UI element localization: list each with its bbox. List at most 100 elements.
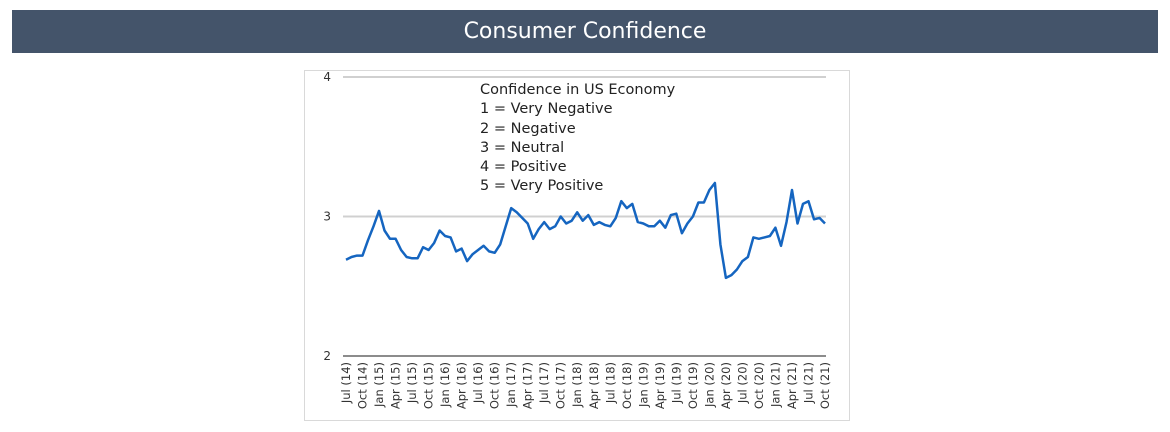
x-tick-label: Jul (20) bbox=[735, 362, 749, 404]
x-tick-label: Apr (16) bbox=[455, 362, 469, 409]
data-point bbox=[395, 238, 397, 240]
data-point bbox=[807, 200, 809, 202]
x-tick-label: Jul (19) bbox=[669, 362, 683, 404]
x-tick-label: Apr (15) bbox=[389, 362, 403, 409]
data-point bbox=[560, 216, 562, 218]
annotation-line: 5 = Very Positive bbox=[480, 178, 604, 195]
data-point bbox=[725, 277, 727, 279]
data-point bbox=[653, 225, 655, 227]
data-point bbox=[813, 218, 815, 220]
data-point bbox=[582, 220, 584, 222]
data-point bbox=[659, 220, 661, 222]
x-tick-label: Jul (16) bbox=[471, 362, 485, 404]
data-point bbox=[406, 256, 408, 258]
data-point bbox=[626, 207, 628, 209]
data-point bbox=[527, 222, 529, 224]
x-tick-label: Apr (17) bbox=[521, 362, 535, 409]
data-point bbox=[703, 202, 705, 204]
data-point bbox=[796, 222, 798, 224]
data-point bbox=[587, 214, 589, 216]
data-point bbox=[708, 189, 710, 191]
data-point bbox=[362, 255, 364, 257]
x-tick-label: Oct (14) bbox=[356, 362, 370, 409]
data-point bbox=[637, 221, 639, 223]
x-tick-label: Jan (19) bbox=[636, 362, 650, 408]
data-point bbox=[384, 229, 386, 231]
data-point bbox=[455, 250, 457, 252]
data-point bbox=[620, 200, 622, 202]
data-point bbox=[741, 260, 743, 262]
data-point bbox=[345, 259, 347, 261]
data-point bbox=[752, 236, 754, 238]
data-point bbox=[791, 189, 793, 191]
data-point bbox=[521, 217, 523, 219]
data-point bbox=[472, 253, 474, 255]
data-point bbox=[824, 222, 826, 224]
data-point bbox=[538, 228, 540, 230]
data-point bbox=[389, 238, 391, 240]
data-point bbox=[758, 238, 760, 240]
data-point bbox=[692, 216, 694, 218]
page-header: Consumer Confidence bbox=[12, 10, 1158, 53]
data-point bbox=[648, 225, 650, 227]
data-point bbox=[747, 256, 749, 258]
annotation-line: 1 = Very Negative bbox=[480, 101, 613, 118]
data-point bbox=[373, 225, 375, 227]
data-point bbox=[378, 210, 380, 212]
data-point bbox=[400, 249, 402, 251]
data-point bbox=[615, 217, 617, 219]
data-point bbox=[664, 227, 666, 229]
x-tick-label: Oct (21) bbox=[818, 362, 832, 409]
x-tick-label: Jul (14) bbox=[339, 362, 353, 404]
data-point bbox=[714, 182, 716, 184]
data-point bbox=[763, 236, 765, 238]
data-point bbox=[411, 257, 413, 259]
data-point bbox=[356, 255, 358, 257]
x-tick-label: Apr (18) bbox=[587, 362, 601, 409]
data-point bbox=[736, 269, 738, 271]
page-title: Consumer Confidence bbox=[463, 19, 707, 44]
x-tick-label: Apr (20) bbox=[719, 362, 733, 409]
chart-annotation: Confidence in US Economy 1 = Very Negati… bbox=[480, 81, 675, 197]
chart-frame bbox=[304, 70, 850, 421]
data-point bbox=[433, 242, 435, 244]
x-tick-label: Oct (15) bbox=[422, 362, 436, 409]
data-point bbox=[488, 250, 490, 252]
x-tick-label: Apr (19) bbox=[653, 362, 667, 409]
data-point bbox=[681, 232, 683, 234]
x-tick-label: Oct (18) bbox=[620, 362, 634, 409]
annotation-title: Confidence in US Economy bbox=[480, 82, 676, 98]
data-point bbox=[439, 229, 441, 231]
y-tick-label: 3 bbox=[323, 210, 331, 224]
y-tick-label: 2 bbox=[323, 349, 331, 363]
annotation-line: 4 = Positive bbox=[480, 159, 567, 176]
data-point bbox=[730, 274, 732, 276]
data-point bbox=[719, 243, 721, 245]
data-point bbox=[631, 203, 633, 205]
data-point bbox=[516, 211, 518, 213]
data-point bbox=[543, 221, 545, 223]
y-tick-label: 4 bbox=[323, 70, 331, 84]
data-point bbox=[494, 252, 496, 254]
x-tick-label: Jan (16) bbox=[438, 362, 452, 408]
data-point bbox=[450, 236, 452, 238]
data-point bbox=[417, 257, 419, 259]
data-point bbox=[774, 227, 776, 229]
data-point bbox=[477, 249, 479, 251]
x-tick-label: Jan (18) bbox=[570, 362, 584, 408]
x-tick-label: Jan (20) bbox=[702, 362, 716, 408]
data-point bbox=[483, 245, 485, 247]
data-point bbox=[593, 224, 595, 226]
x-tick-label: Jan (17) bbox=[504, 362, 518, 408]
series-line bbox=[345, 181, 826, 280]
data-point bbox=[802, 203, 804, 205]
x-tick-label: Jul (15) bbox=[405, 362, 419, 404]
data-point bbox=[670, 214, 672, 216]
data-point bbox=[444, 235, 446, 237]
data-point bbox=[554, 225, 556, 227]
data-point bbox=[785, 221, 787, 223]
data-point bbox=[697, 202, 699, 204]
data-point bbox=[510, 207, 512, 209]
data-point bbox=[422, 246, 424, 248]
